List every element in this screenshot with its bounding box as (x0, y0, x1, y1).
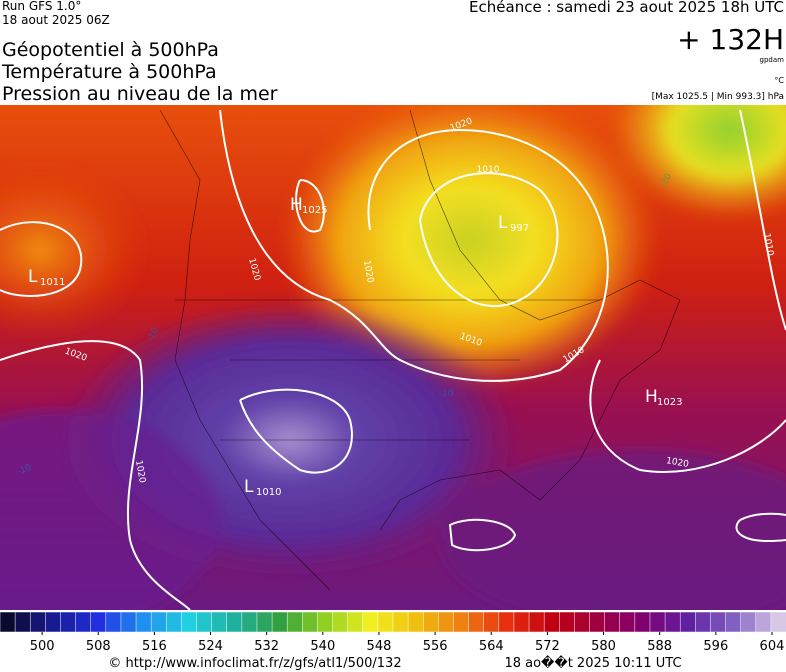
colorbar-label: 604 (760, 639, 785, 654)
source-link[interactable]: © http://www.infoclimat.fr/z/gfs/atl1/50… (108, 656, 401, 671)
colorbar-swatch (226, 611, 243, 633)
colorbar-swatch (181, 611, 198, 633)
colorbar-label: 564 (479, 639, 504, 654)
center-letter: L (498, 213, 508, 233)
colorbar-swatch (649, 611, 666, 633)
center-value: 1023 (657, 397, 682, 408)
map-area (0, 105, 786, 610)
colorbar-swatch (740, 611, 757, 633)
center-letter: L (28, 267, 38, 287)
colorbar-swatch (604, 611, 621, 633)
echeance: Echéance : samedi 23 aout 2025 18h UTC (469, 0, 784, 16)
colorbar-swatch (60, 611, 77, 633)
colorbar-swatch (166, 611, 183, 633)
colorbar-swatch (317, 611, 334, 633)
colorbar-swatch (286, 611, 304, 633)
center-letter: L (244, 477, 254, 497)
colorbar-swatch (211, 611, 228, 633)
colorbar-swatch (559, 611, 576, 633)
colorbar-swatch (679, 611, 697, 633)
colorbar-swatch (468, 611, 485, 633)
colorbar-label: 580 (591, 639, 616, 654)
title-line: Température à 500hPa (1, 61, 217, 83)
contour-label: -10 (439, 389, 454, 399)
center-value: 1011 (40, 277, 65, 288)
colorbar-swatch (332, 611, 349, 633)
colorbar-swatch (438, 611, 455, 633)
colorbar-swatch (120, 611, 137, 633)
unit-label: gpdam (760, 56, 785, 64)
contour-label: 1010 (477, 165, 500, 175)
colorbar-label: 532 (254, 639, 279, 654)
colorbar-swatch (302, 611, 319, 633)
center-letter: H (645, 387, 658, 407)
colorbar-swatch (770, 611, 786, 633)
title-line: Géopotentiel à 500hPa (2, 39, 219, 61)
colorbar-label: 508 (86, 639, 111, 654)
colorbar-label: 500 (30, 639, 55, 654)
colorbar-swatch (256, 611, 273, 633)
colorbar-swatch (90, 611, 107, 633)
colorbar-label: 588 (647, 639, 672, 654)
colorbar-swatch (196, 611, 213, 633)
colorbar-swatch (347, 611, 364, 633)
colorbar-swatch (150, 611, 168, 633)
lead-time: + 132H (677, 23, 784, 56)
contour-label: 1020 (133, 460, 147, 485)
colorbar-swatch (45, 611, 62, 633)
colorbar-swatch (105, 611, 122, 633)
title-line: Pression au niveau de la mer (2, 83, 278, 105)
colorbar-swatch (377, 611, 394, 633)
colorbar-label: 540 (310, 639, 335, 654)
colorbar-swatch (528, 611, 545, 633)
colorbar-swatch (710, 611, 727, 633)
colorbar-swatch (543, 611, 561, 633)
center-value: 1010 (256, 487, 281, 498)
colorbar-swatch (14, 611, 31, 633)
colorbar-label: 556 (423, 639, 448, 654)
colorbar-swatch (453, 611, 470, 633)
contour-label: 1010 (761, 233, 775, 258)
colorbar-swatch (407, 611, 424, 633)
contour-label: 1020 (665, 456, 690, 470)
run-label: Run GFS 1.0° (2, 0, 81, 13)
run-date: 18 aout 2025 06Z (2, 13, 110, 27)
colorbar-swatch (362, 611, 379, 633)
colorbar-swatch (135, 611, 152, 633)
colorbar-label: 596 (703, 639, 728, 654)
colorbar-swatch (241, 611, 258, 633)
colorbar-swatch (513, 611, 530, 633)
colorbar-swatch (483, 611, 500, 633)
colorbar-label: 516 (142, 639, 167, 654)
colorbar-swatch (634, 611, 651, 633)
center-letter: H (290, 195, 303, 215)
colorbar-swatch (664, 611, 681, 633)
colorbar-swatch (0, 611, 16, 633)
center-value: 997 (510, 223, 529, 234)
colorbar-label: 572 (535, 639, 560, 654)
colorbar-swatch (725, 611, 742, 633)
colorbar-swatch (589, 611, 606, 633)
colorbar-swatch (574, 611, 591, 633)
colorbar-swatch (29, 611, 47, 633)
colorbar-label: 548 (367, 639, 392, 654)
colorbar-swatch (498, 611, 515, 633)
colorbar-swatch (422, 611, 440, 633)
contour-label: -10 (16, 463, 33, 478)
unit-label: °C (774, 76, 784, 85)
contour-label: 1020 (361, 260, 375, 285)
colorbar-swatch (392, 611, 409, 633)
center-value: 1025 (302, 205, 327, 216)
colorbar-label: 524 (198, 639, 223, 654)
generated-date: 18 ao��t 2025 10:11 UTC (504, 654, 681, 671)
colorbar-swatch (75, 611, 92, 633)
colorbar-swatch (619, 611, 636, 633)
colorbar-swatch (271, 611, 288, 633)
colorbar-swatch (755, 611, 772, 633)
pressure-range: [Max 1025.5 | Min 993.3] hPa (652, 92, 784, 102)
colorbar-swatch (695, 611, 712, 633)
